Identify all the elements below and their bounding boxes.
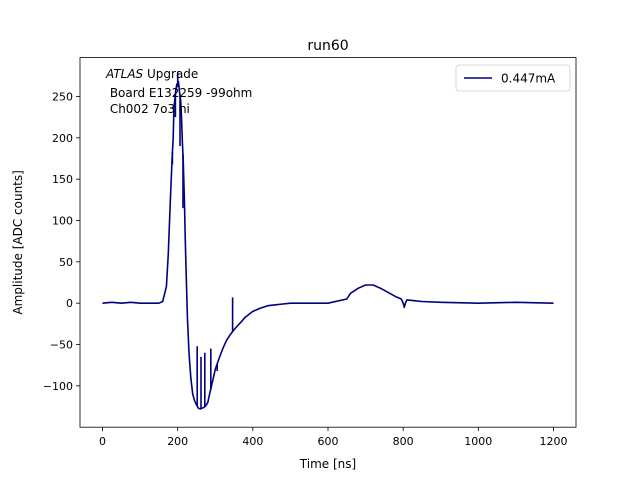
series-line-0447ma: [102, 80, 554, 410]
annotation-block: ATLAS Upgrade Board E132259 -99ohm Ch002…: [105, 67, 252, 116]
legend-box: [455, 64, 571, 92]
x-tick-label: 1200: [539, 435, 567, 448]
x-tick-label: 0: [99, 435, 106, 448]
x-axis-label: Time [ns]: [299, 457, 356, 471]
y-axis-ticks: −100 −50 0 50 100 150 200 250: [43, 90, 80, 393]
y-tick-label: −100: [43, 380, 73, 393]
x-axis-ticks: 0 200 400 600 800 1000 1200: [99, 427, 567, 448]
x-tick-label: 600: [318, 435, 339, 448]
annotation-line-1-text: Upgrade: [143, 67, 198, 81]
x-tick-label: 200: [167, 435, 188, 448]
y-tick-label: 0: [66, 297, 73, 310]
x-tick-label: 1000: [464, 435, 492, 448]
y-axis-label: Amplitude [ADC counts]: [11, 170, 25, 314]
y-tick-label: −50: [50, 339, 73, 352]
y-tick-label: 100: [52, 214, 73, 227]
legend-entry-label: 0.447mA: [501, 72, 556, 86]
y-tick-label: 150: [52, 173, 73, 186]
x-tick-label: 800: [393, 435, 414, 448]
y-tick-label: 200: [52, 132, 73, 145]
annotation-line-1: ATLAS Upgrade: [105, 67, 198, 81]
annotation-line-3-text: Ch002 7o3 hi: [106, 102, 190, 116]
y-tick-label: 50: [59, 256, 73, 269]
annotation-line-3: Ch002 7o3 hi: [106, 102, 190, 116]
annotation-line-2-text: Board E132259 -99ohm: [106, 86, 252, 100]
chart-title: run60: [307, 38, 348, 54]
annotation-line-2: Board E132259 -99ohm: [106, 86, 252, 100]
y-tick-label: 250: [52, 90, 73, 103]
x-tick-label: 400: [242, 435, 263, 448]
series-group: [102, 71, 554, 410]
annotation-line-1-italic: ATLAS: [105, 67, 144, 81]
legend: 0.447mA: [455, 64, 571, 92]
